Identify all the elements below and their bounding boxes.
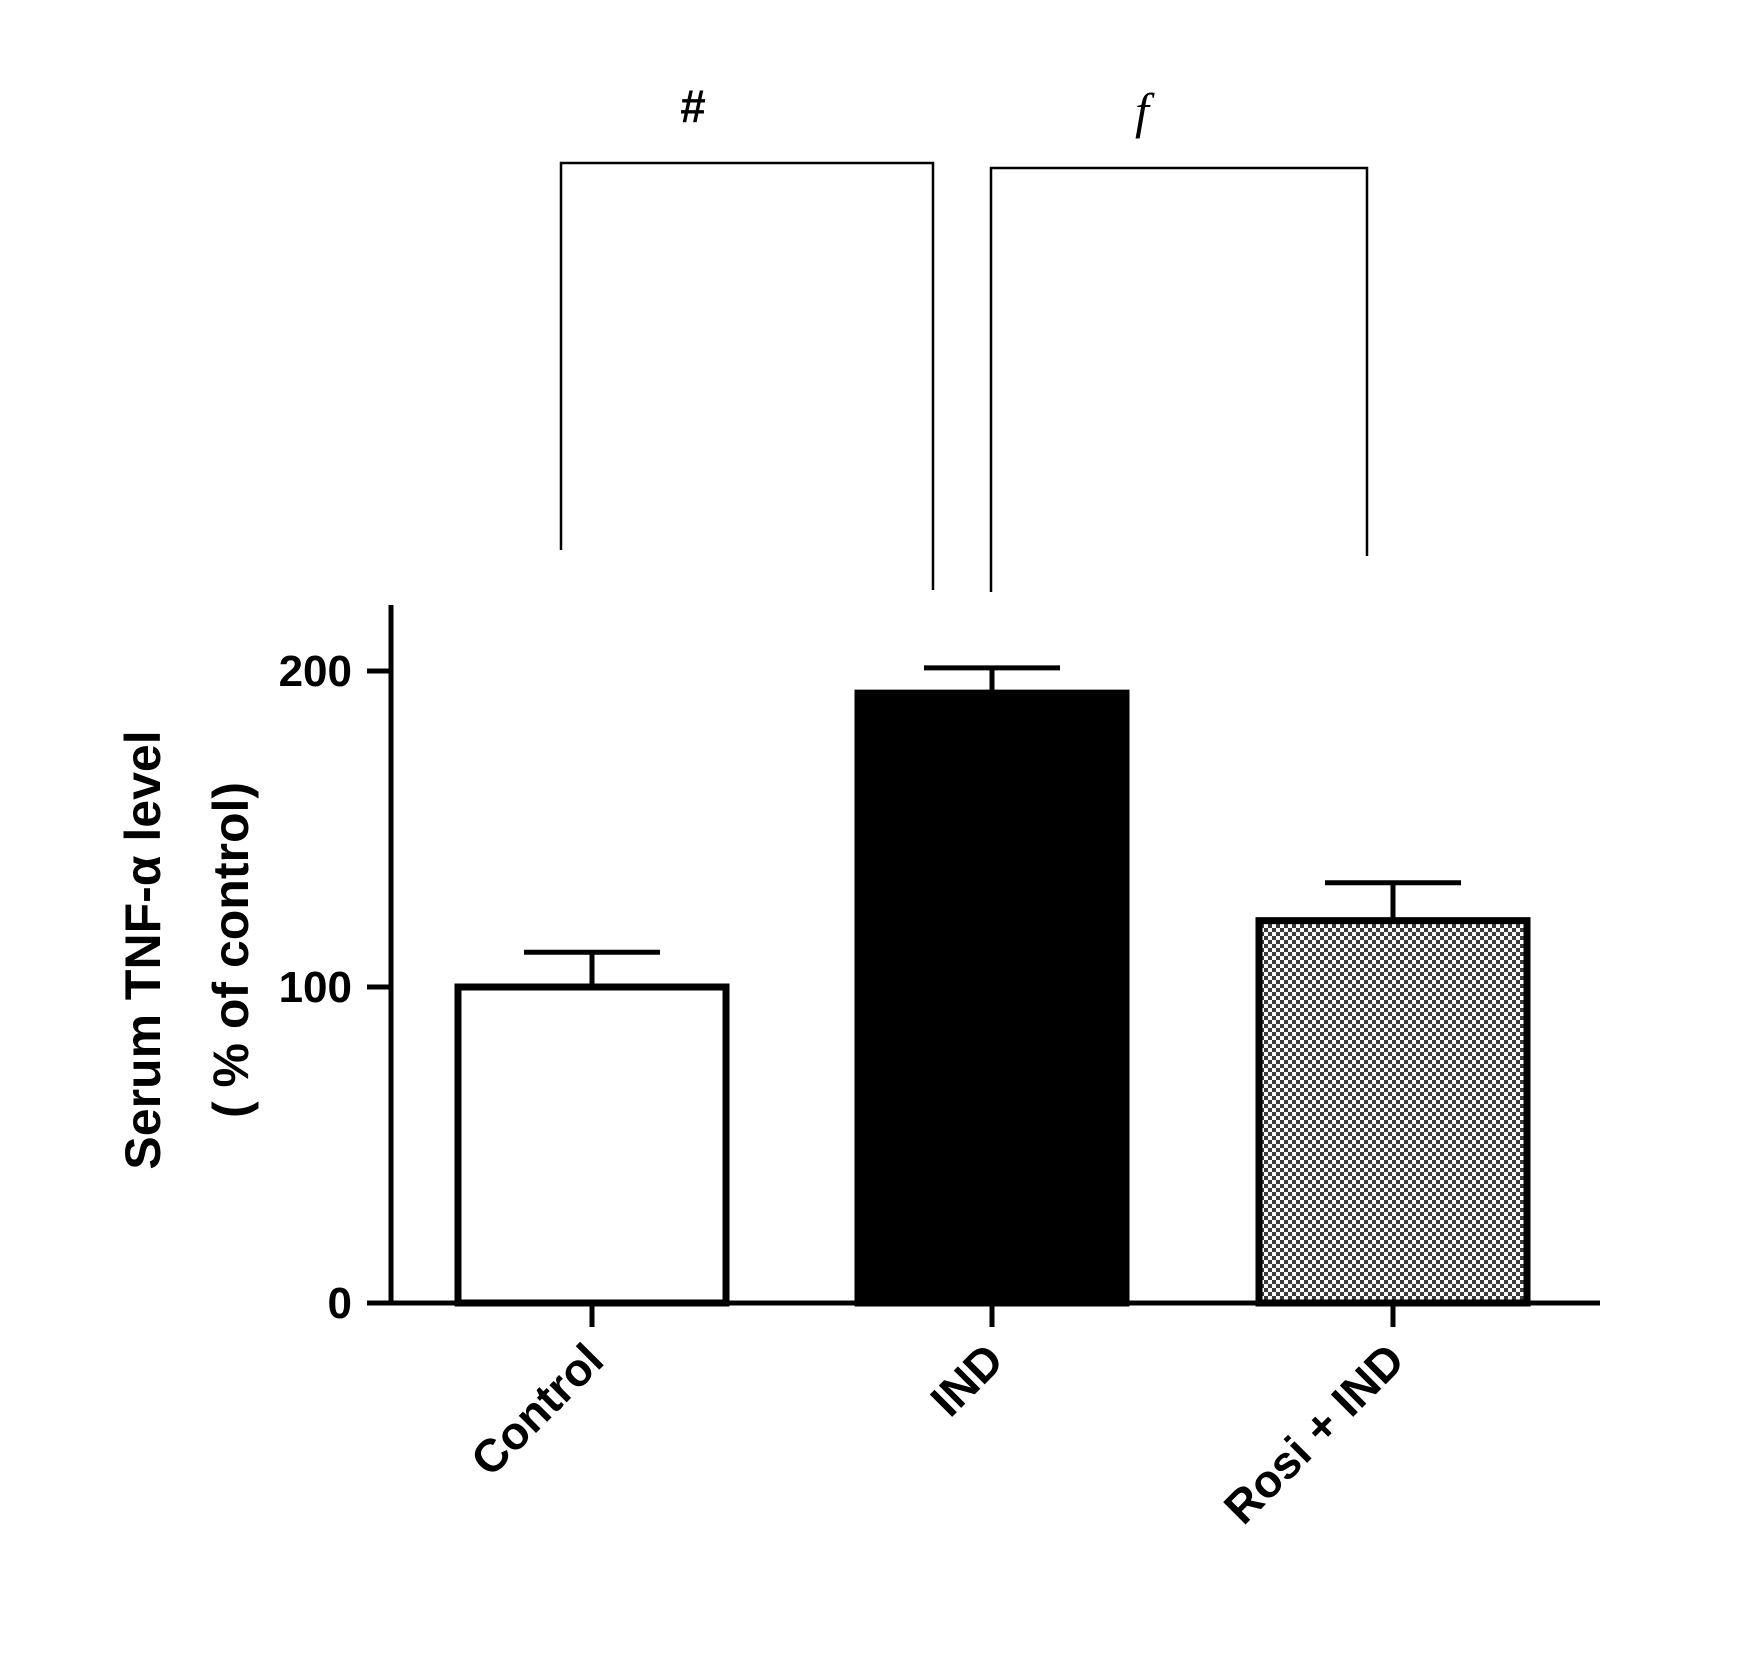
significance-bracket-1 [559,161,935,590]
ticks-layer: Control IND Rosi + IND 0 100 200 [279,647,1414,1534]
significance-label-2: f [1135,83,1155,139]
y-axis-label-line2: ( % of control) [203,782,259,1118]
y-tick-label-200: 200 [279,647,352,696]
x-tick-label-ind: IND [920,1333,1013,1426]
bar-control [454,983,730,1307]
significance-label-1: # [680,80,706,132]
y-tick-label-0: 0 [328,1279,352,1328]
x-tick-label-control: Control [461,1333,613,1485]
x-tick-label-rosi-ind: Rosi + IND [1214,1333,1414,1533]
significance-layer: # f [559,80,1369,592]
bar-ind [854,689,1130,1307]
y-axis-title: Serum TNF-α level ( % of control) [115,730,259,1169]
bars-layer [454,689,1531,1307]
error-bars-layer [524,665,1461,987]
y-axis-label-line1: Serum TNF-α level [115,730,171,1169]
y-tick-label-100: 100 [279,963,352,1012]
bar-rosi-ind [1255,917,1531,1307]
significance-bracket-2 [989,166,1369,592]
